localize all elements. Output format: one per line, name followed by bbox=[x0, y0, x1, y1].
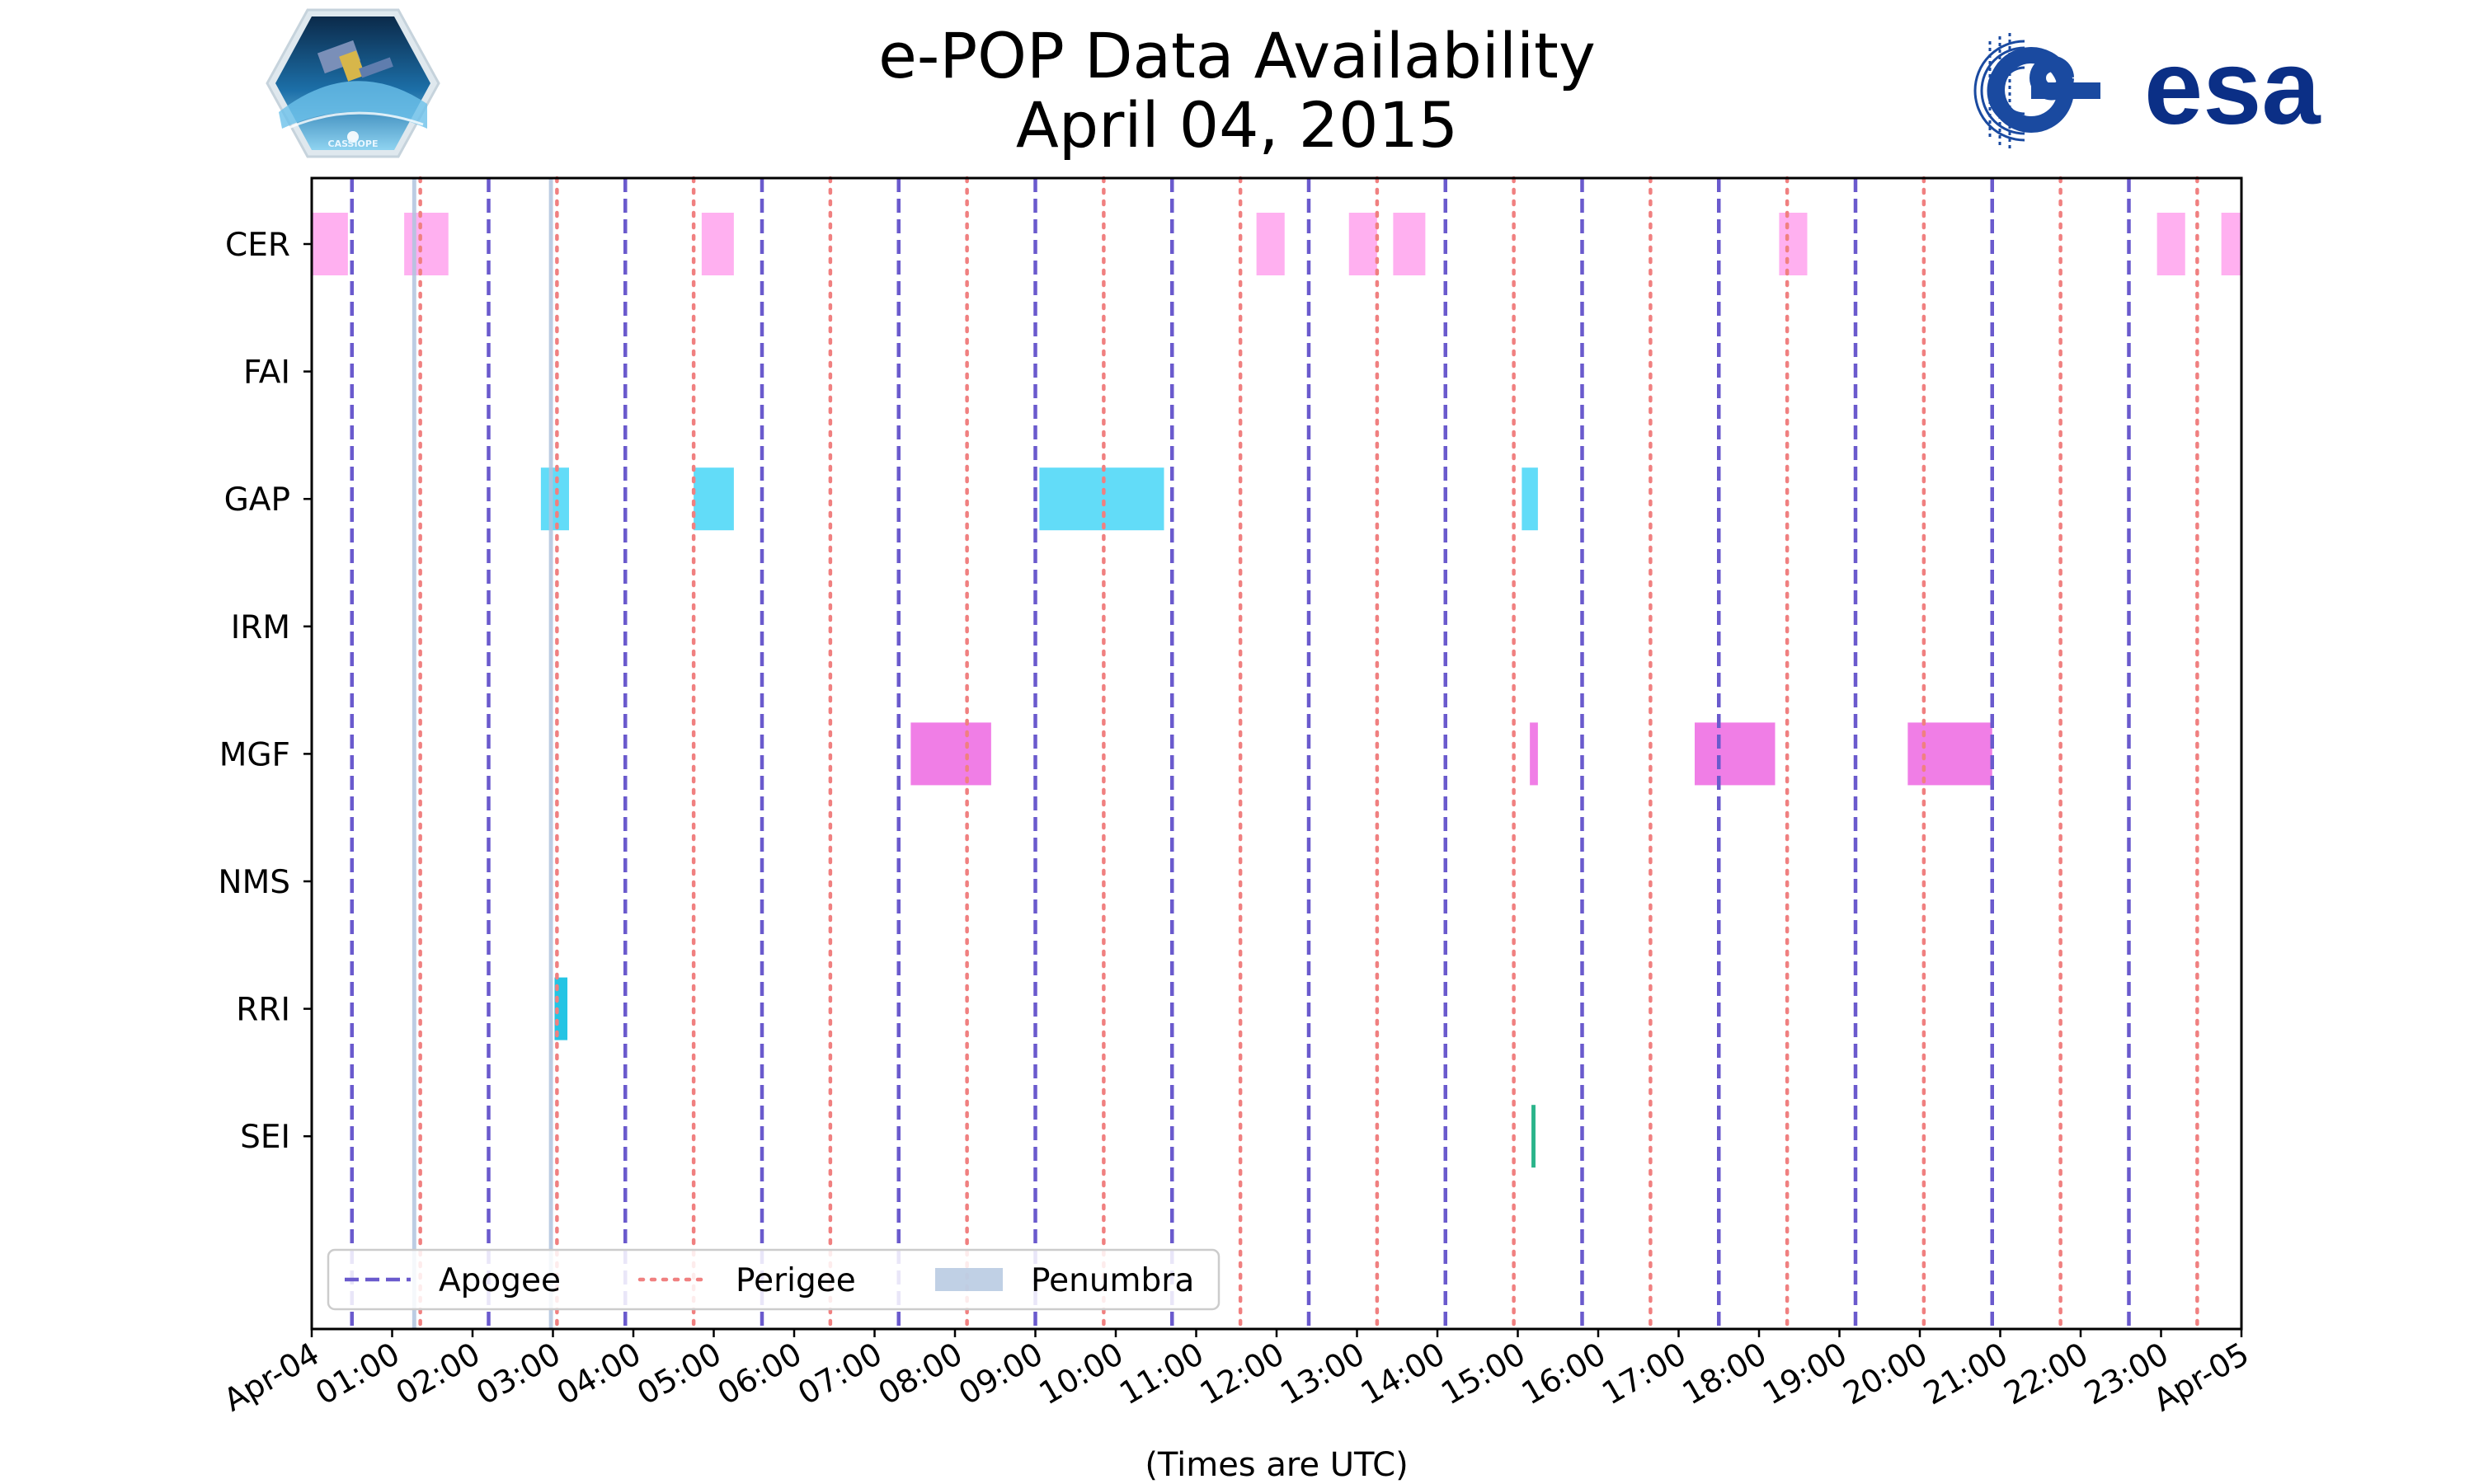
bar-mgf-15 bbox=[1695, 722, 1776, 786]
legend-perigee-label: Perigee bbox=[736, 1262, 856, 1299]
x-tick-label-19: 19:00 bbox=[1757, 1336, 1853, 1412]
x-axis-label: (Times are UTC) bbox=[1145, 1446, 1408, 1484]
x-tick-label-12: 12:00 bbox=[1194, 1336, 1291, 1412]
y-label-irm: IRM bbox=[231, 609, 290, 646]
x-tick-label-21: 21:00 bbox=[1917, 1336, 2014, 1412]
cassiope-logo: CASSIOPE bbox=[266, 8, 440, 158]
x-tick-label-15: 15:00 bbox=[1435, 1336, 1531, 1412]
x-tick-label-1: 01:00 bbox=[309, 1336, 406, 1412]
y-label-gap: GAP bbox=[224, 481, 290, 519]
x-tick-label-3: 03:00 bbox=[470, 1336, 567, 1412]
x-tick-label-10: 10:00 bbox=[1033, 1336, 1130, 1412]
y-label-fai: FAI bbox=[243, 355, 290, 392]
bar-gap-11 bbox=[1039, 467, 1164, 531]
x-tick-label-7: 07:00 bbox=[792, 1336, 888, 1412]
x-tick-label-16: 16:00 bbox=[1516, 1336, 1612, 1412]
bar-mgf-13 bbox=[910, 722, 991, 786]
bar-cer-7 bbox=[2157, 213, 2185, 275]
bar-cer-6 bbox=[1779, 213, 1808, 275]
x-tick-label-0: Apr-04 bbox=[218, 1336, 326, 1419]
x-tick-label-14: 14:00 bbox=[1355, 1336, 1451, 1412]
bar-gap-12 bbox=[1522, 467, 1538, 531]
x-tick-label-5: 05:00 bbox=[631, 1336, 727, 1412]
x-tick-label-2: 02:00 bbox=[390, 1336, 487, 1412]
bar-cer-5 bbox=[1393, 213, 1426, 275]
chart-subtitle: April 04, 2015 bbox=[1015, 88, 1459, 162]
y-label-mgf: MGF bbox=[219, 736, 290, 773]
x-tick-label-11: 11:00 bbox=[1113, 1336, 1210, 1412]
svg-text:CASSIOPE: CASSIOPE bbox=[328, 139, 379, 149]
legend-apogee-label: Apogee bbox=[439, 1262, 561, 1299]
bar-mgf-16 bbox=[1907, 722, 1992, 786]
x-tick-label-20: 20:00 bbox=[1837, 1336, 1934, 1412]
penumbra-band-1 bbox=[548, 178, 553, 1329]
bar-sei-18 bbox=[1531, 1105, 1536, 1168]
y-label-sei: SEI bbox=[240, 1119, 290, 1156]
penumbra-band-0 bbox=[412, 178, 416, 1329]
esa-logo: esa bbox=[1973, 29, 2321, 148]
legend-box bbox=[327, 1248, 1221, 1311]
bar-cer-1 bbox=[404, 213, 449, 275]
x-tick-label-17: 17:00 bbox=[1596, 1336, 1692, 1412]
x-tick-label-9: 09:00 bbox=[952, 1336, 1049, 1412]
x-tick-label-13: 13:00 bbox=[1274, 1336, 1371, 1412]
y-label-nms: NMS bbox=[218, 864, 290, 901]
bar-cer-8 bbox=[2221, 213, 2241, 275]
legend-penumbra-label: Penumbra bbox=[1031, 1262, 1194, 1299]
svg-text:esa: esa bbox=[2144, 29, 2321, 147]
bar-gap-9 bbox=[540, 467, 569, 531]
x-tick-label-6: 06:00 bbox=[712, 1336, 808, 1412]
x-tick-label-8: 08:00 bbox=[872, 1336, 969, 1412]
x-tick-label-18: 18:00 bbox=[1677, 1336, 1773, 1412]
x-tick-label-22: 22:00 bbox=[1998, 1336, 2095, 1412]
y-label-cer: CER bbox=[225, 227, 290, 264]
chart-title: e-POP Data Availability bbox=[878, 19, 1596, 92]
bar-cer-0 bbox=[312, 213, 348, 275]
x-tick-label-4: 04:00 bbox=[551, 1336, 647, 1412]
bar-cer-3 bbox=[1256, 213, 1285, 275]
bar-gap-10 bbox=[694, 467, 734, 531]
y-label-rri: RRI bbox=[236, 992, 290, 1029]
bar-cer-2 bbox=[701, 213, 734, 275]
legend-penumbra-swatch bbox=[935, 1268, 1003, 1291]
bar-mgf-14 bbox=[1530, 722, 1538, 786]
bar-cer-4 bbox=[1348, 213, 1377, 275]
